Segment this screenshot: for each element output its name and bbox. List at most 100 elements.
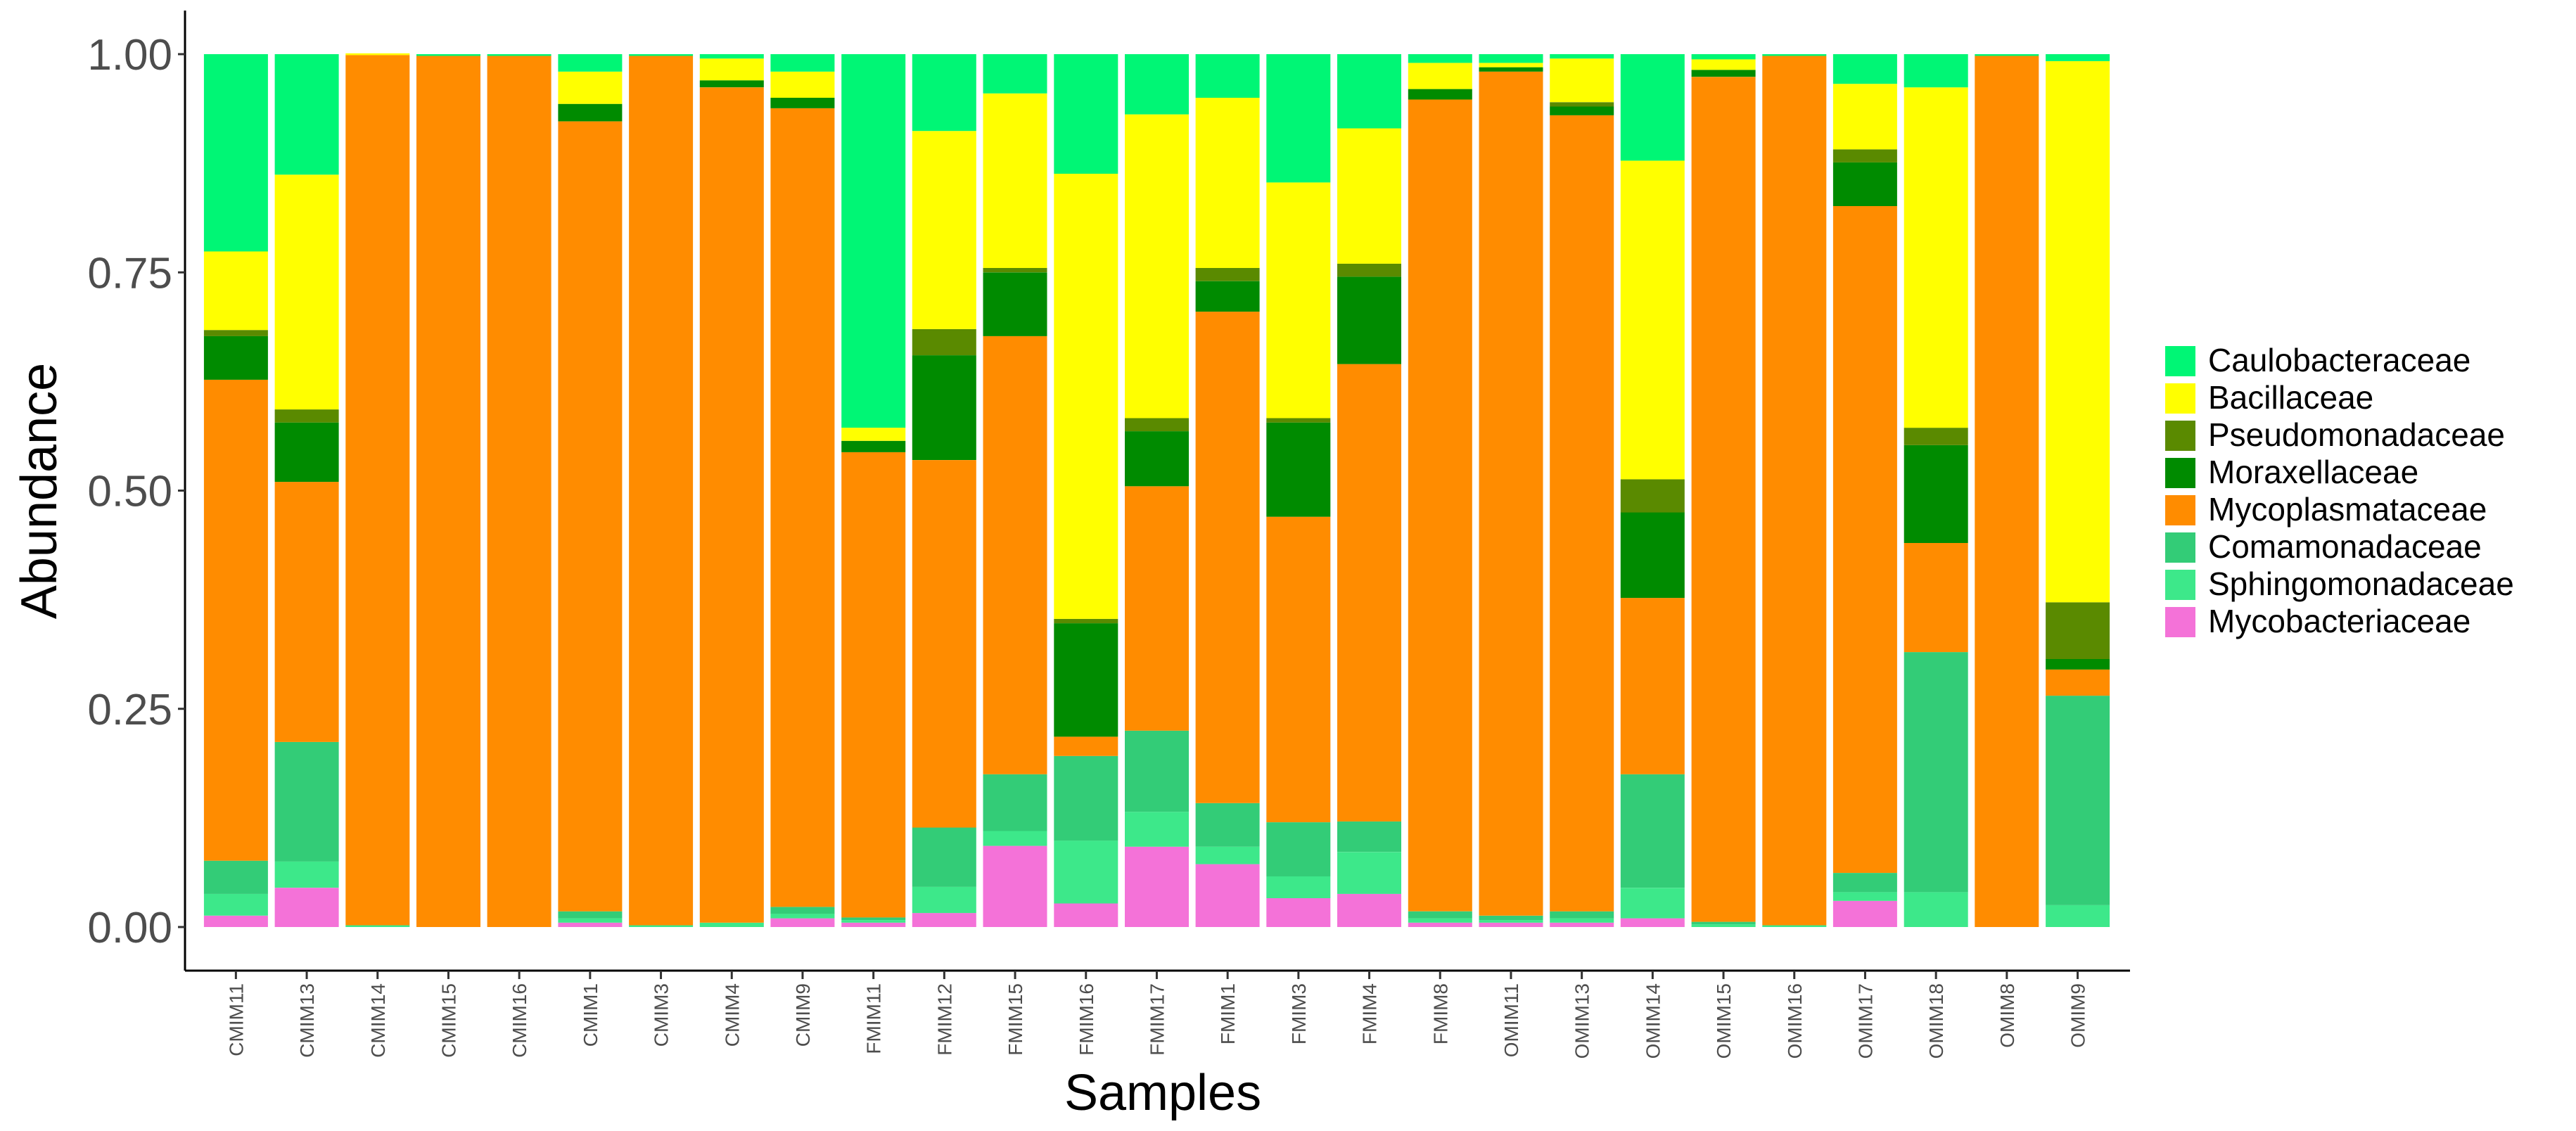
bar-segment-cmim11-pseudomonadaceae (203, 330, 268, 336)
bar-segment-fmim16-pseudomonadaceae (1054, 618, 1118, 624)
bar-segment-fmim16-sphingomonadaceae (1054, 841, 1118, 904)
y-tick-label: 0.00 (87, 904, 172, 952)
bar-segment-fmim15-sphingomonadaceae (983, 831, 1047, 846)
bar-segment-fmim8-sphingomonadaceae (1408, 918, 1472, 923)
bar-segment-fmim12-caulobacteraceae (912, 54, 976, 132)
bar-segment-omim14-sphingomonadaceae (1620, 888, 1685, 919)
bar-segment-omim9-caulobacteraceae (2046, 54, 2110, 61)
bar-segment-fmim12-comamonadaceae (912, 827, 976, 887)
bar-segment-fmim17-mycoplasmataceae (1125, 486, 1189, 731)
bar-segment-fmim1-mycoplasmataceae (1195, 312, 1260, 803)
bar-segment-omim15-sphingomonadaceae (1691, 924, 1756, 927)
bar-segment-cmim4-sphingomonadaceae (699, 922, 764, 927)
x-tick-label: OMIM14 (1642, 983, 1664, 1059)
legend-label-caulobacteraceae: Caulobacteraceae (2208, 342, 2470, 378)
bar-segment-omim13-pseudomonadaceae (1550, 102, 1614, 107)
bar-segment-omim14-mycobacteriaceae (1620, 918, 1685, 927)
bar-segment-omim11-caulobacteraceae (1479, 54, 1543, 63)
bar-segment-cmim1-moraxellaceae (558, 103, 623, 122)
bar-segment-fmim3-mycoplasmataceae (1266, 516, 1331, 822)
bar-segment-fmim1-sphingomonadaceae (1195, 846, 1260, 864)
bar-segment-cmim13-pseudomonadaceae (274, 409, 339, 423)
bar-segment-omim11-comamonadaceae (1479, 915, 1543, 921)
bar-segment-omim14-mycoplasmataceae (1620, 598, 1685, 774)
y-tick-label: 0.50 (87, 468, 172, 516)
bar-segment-omim17-comamonadaceae (1832, 873, 1897, 893)
bar-segment-cmim15-mycoplasmataceae (416, 56, 480, 927)
bar-segment-omim18-bacillaceae (1904, 87, 1968, 428)
x-tick-label: FMIM17 (1146, 983, 1168, 1056)
bar-segment-fmim3-caulobacteraceae (1266, 54, 1331, 183)
bar-segment-omim16-sphingomonadaceae (1762, 925, 1827, 927)
bar-segment-fmim4-mycoplasmataceae (1337, 364, 1401, 822)
bar-segment-fmim12-pseudomonadaceae (912, 328, 976, 356)
x-tick-label: OMIM13 (1571, 983, 1593, 1059)
legend-label-moraxellaceae: Moraxellaceae (2208, 454, 2418, 490)
bar-segment-omim14-moraxellaceae (1620, 512, 1685, 599)
bar-segment-cmim9-caulobacteraceae (770, 54, 835, 72)
bar-segment-cmim11-moraxellaceae (203, 336, 268, 380)
bar-segment-omim18-comamonadaceae (1904, 652, 1968, 893)
bar-segment-fmim1-caulobacteraceae (1195, 54, 1260, 98)
bar-segment-fmim4-pseudomonadaceae (1337, 263, 1401, 277)
bar-segment-omim13-bacillaceae (1550, 58, 1614, 103)
bar-segment-omim13-mycoplasmataceae (1550, 115, 1614, 912)
bar-segment-fmim11-bacillaceae (841, 428, 906, 441)
x-tick-label: OMIM17 (1854, 983, 1876, 1059)
x-tick-label: FMIM12 (933, 983, 955, 1056)
bar-segment-fmim16-moraxellaceae (1054, 623, 1118, 737)
bar-segment-omim9-bacillaceae (2046, 60, 2110, 603)
bar-segment-fmim8-moraxellaceae (1408, 89, 1472, 100)
bar-segment-cmim13-mycobacteriaceae (274, 888, 339, 927)
x-tick-label: FMIM8 (1429, 983, 1451, 1044)
bar-segment-omim8-caulobacteraceae (1975, 54, 2039, 56)
bar-segment-fmim8-bacillaceae (1408, 63, 1472, 89)
legend-swatch-pseudomonadaceae (2165, 421, 2195, 451)
bar-segment-fmim1-bacillaceae (1195, 98, 1260, 268)
bar-segment-cmim13-mycoplasmataceae (274, 482, 339, 742)
bar-segment-omim13-mycobacteriaceae (1550, 922, 1614, 927)
bar-segment-cmim3-caulobacteraceae (629, 54, 694, 56)
bar-segment-fmim3-sphingomonadaceae (1266, 876, 1331, 898)
bar-segment-omim17-mycobacteriaceae (1832, 900, 1897, 927)
bar-segment-fmim15-comamonadaceae (983, 774, 1047, 831)
bar-segment-omim11-moraxellaceae (1479, 67, 1543, 72)
bar-segment-cmim13-sphingomonadaceae (274, 861, 339, 888)
x-tick-label: OMIM8 (1996, 983, 2018, 1048)
bar-segment-fmim1-pseudomonadaceae (1195, 268, 1260, 281)
x-tick-label: OMIM9 (2067, 983, 2089, 1048)
bar-segment-fmim17-moraxellaceae (1125, 431, 1189, 487)
bar-segment-fmim11-mycobacteriaceae (841, 922, 906, 927)
bar-segment-cmim11-sphingomonadaceae (203, 893, 268, 916)
bar-segment-fmim12-mycobacteriaceae (912, 913, 976, 927)
bar-segment-omim16-caulobacteraceae (1762, 54, 1827, 56)
bar-segment-cmim4-bacillaceae (699, 58, 764, 81)
bar-segment-fmim17-mycobacteriaceae (1125, 846, 1189, 927)
x-tick-labels: CMIM11 CMIM13 CMIM14 CMIM15 CMIM16 CMIM1 CMIM3… (225, 983, 2089, 1059)
bar-segment-fmim16-mycoplasmataceae (1054, 736, 1118, 756)
bar-segment-fmim4-bacillaceae (1337, 128, 1401, 264)
bar-segment-cmim1-comamonadaceae (558, 911, 623, 919)
bar-segment-fmim1-moraxellaceae (1195, 281, 1260, 312)
bar-segment-fmim15-pseudomonadaceae (983, 268, 1047, 273)
x-tick-label: CMIM15 (438, 983, 459, 1058)
bar-segment-cmim1-sphingomonadaceae (558, 918, 623, 923)
bar-segment-omim15-bacillaceae (1691, 59, 1756, 70)
bar-segment-omim9-mycoplasmataceae (2046, 669, 2110, 696)
bar-segment-fmim17-sphingomonadaceae (1125, 812, 1189, 847)
x-tick-label: CMIM11 (225, 983, 247, 1056)
bar-segment-fmim15-mycobacteriaceae (983, 845, 1047, 927)
bar-segment-omim15-caulobacteraceae (1691, 54, 1756, 60)
bar-segment-omim17-caulobacteraceae (1832, 54, 1897, 84)
bar-segment-fmim1-mycobacteriaceae (1195, 864, 1260, 927)
bar-segment-fmim12-moraxellaceae (912, 355, 976, 460)
bar-segment-omim15-mycoplasmataceae (1691, 77, 1756, 922)
bar-segment-cmim1-bacillaceae (558, 71, 623, 104)
bar-segment-fmim17-comamonadaceae (1125, 730, 1189, 812)
bar-segment-fmim4-comamonadaceae (1337, 821, 1401, 852)
bars-layer (203, 53, 2110, 927)
bar-segment-omim15-comamonadaceae (1691, 921, 1756, 925)
bar-segment-fmim3-comamonadaceae (1266, 822, 1331, 876)
bar-segment-cmim9-comamonadaceae (770, 907, 835, 914)
y-axis-title: Abundance (11, 363, 68, 619)
